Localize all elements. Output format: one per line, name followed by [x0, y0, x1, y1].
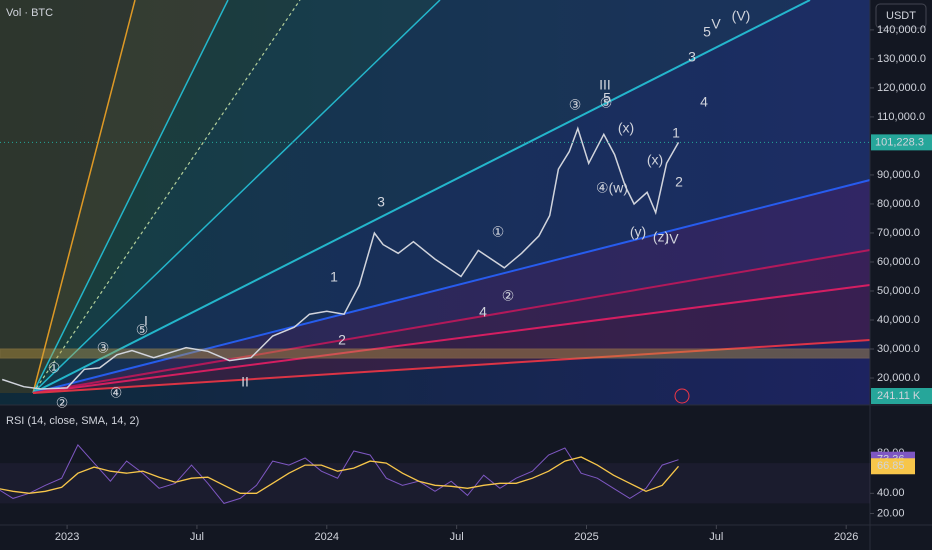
y-tick-label: 80,000.0 [877, 198, 920, 210]
volume-title: Vol · BTC [6, 7, 53, 19]
wave-label: ① [48, 360, 61, 376]
wave-label: ⑤ [600, 95, 613, 111]
rsi-title: RSI (14, close, SMA, 14, 2) [6, 415, 139, 427]
x-tick-label: 2026 [834, 531, 858, 543]
y-tick-label: 110,000.0 [877, 111, 925, 123]
wave-label: 3 [377, 194, 385, 210]
price-line [0, 456, 679, 494]
wave-label: V [711, 16, 721, 32]
price-line [0, 444, 679, 504]
wave-label: (z) [653, 229, 669, 245]
wave-label: ① [492, 224, 505, 240]
y-tick-label: 60,000.0 [877, 256, 920, 268]
x-tick-label: Jul [709, 531, 723, 543]
wave-label: ④(w) [596, 180, 628, 196]
volume-tag [871, 388, 932, 404]
wave-label: I [144, 313, 148, 329]
wave-label: (y) [630, 224, 646, 240]
rsi-last-label: 66.85 [877, 460, 905, 472]
wave-label: (V) [732, 8, 751, 24]
y-tick-label: 90,000.0 [877, 169, 920, 181]
y-tick-label: 40.00 [877, 487, 905, 499]
rsi-tag [871, 458, 915, 475]
last-price-tag [871, 134, 932, 151]
wave-label: ⑤ [136, 322, 149, 338]
alert-icon[interactable] [674, 388, 690, 404]
wave-label: 4 [700, 94, 708, 110]
wave-label: 1 [672, 125, 680, 141]
wave-label: (x) [618, 120, 634, 136]
price-line [1, 126, 680, 390]
wave-label: 4 [479, 304, 487, 320]
currency-label: USDT [886, 10, 916, 22]
y-tick-label: 30,000.0 [877, 343, 920, 355]
x-tick-label: Jul [190, 531, 204, 543]
wave-label: (x) [647, 152, 663, 168]
y-tick-label: 50,000.0 [877, 285, 920, 297]
rsi-band [0, 463, 870, 504]
wave-label: IV [665, 231, 679, 247]
wave-label: III [599, 77, 611, 93]
y-tick-label: 70,000.0 [877, 227, 920, 239]
wave-label: 2 [675, 174, 683, 190]
volume-label: 241.11 K [877, 390, 921, 402]
wave-label: 1 [330, 269, 338, 285]
x-tick-label: Jul [450, 531, 464, 543]
wave-label: ③ [97, 340, 110, 356]
wave-label: 3 [688, 49, 696, 65]
y-tick-label: 140,000.0 [877, 24, 926, 36]
x-tick-label: 2024 [315, 531, 339, 543]
price-pane [0, 0, 870, 405]
x-tick-label: 2023 [55, 531, 79, 543]
last-price-label: 101,228.3 [875, 136, 924, 148]
gann-fan [0, 0, 871, 394]
wave-label: II [241, 374, 249, 390]
wave-label: 2 [338, 332, 346, 348]
currency-button[interactable] [875, 3, 927, 29]
x-tick-label: 2025 [574, 531, 598, 543]
y-tick-label: 40,000.0 [877, 314, 920, 326]
y-tick-label: 20.00 [877, 507, 905, 519]
wave-label: ② [502, 288, 515, 304]
wave-label: ② [56, 395, 69, 411]
wave-label: ③ [569, 97, 582, 113]
y-tick-label: 20,000.0 [877, 372, 920, 384]
wave-label: 5 [703, 24, 711, 40]
wave-label: ④ [110, 385, 123, 401]
y-tick-label: 120,000.0 [877, 82, 926, 94]
y-tick-label: 130,000.0 [877, 53, 926, 65]
wave-label: 5 [603, 90, 611, 106]
